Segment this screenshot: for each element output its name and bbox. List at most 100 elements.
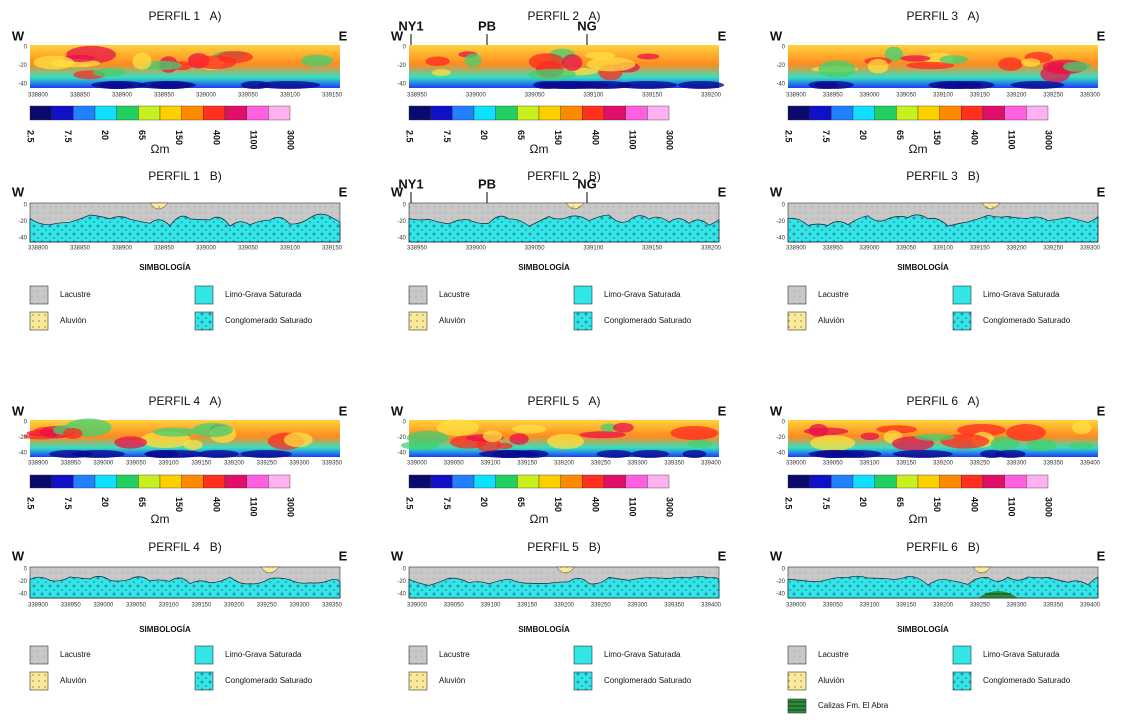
legend-swatch [952,671,972,691]
scale-label: 150 [553,130,563,145]
scale-swatch [495,474,518,489]
resistivity-anomaly [91,81,146,89]
x-tick-label: 338950 [154,93,175,99]
legend-label: Lacustre [60,290,91,299]
scale-swatch [224,105,247,121]
x-tick-label: 339100 [859,603,880,609]
x-tick-label: 338800 [28,93,49,99]
aluvion-lens [972,566,992,574]
east-label: E [339,548,348,563]
west-label: W [770,184,783,199]
x-tick-label: 339100 [159,603,180,609]
scale-label: 20 [100,497,110,507]
resistivity-anomaly [957,423,1006,437]
legend-swatch [194,645,214,665]
x-tick-label: 339250 [257,461,278,467]
x-tick-label: 338950 [407,93,428,99]
east-label: E [339,28,348,43]
x-tick-label: 339000 [859,246,880,252]
scale-swatch [29,105,52,121]
resistivity-anomaly [900,55,931,62]
legend-swatch [787,285,807,305]
legend-swatch [573,671,593,691]
section-title: PERFIL 4 A) [149,394,222,408]
x-tick-label: 339400 [701,603,722,609]
west-label: W [391,403,404,418]
scale-label: 400 [211,130,221,145]
resistivity-anomaly [149,81,192,89]
y-tick-label: 0 [782,203,786,209]
scale-swatch [647,474,670,489]
legend-label: Lacustre [439,650,470,659]
resistivity-anomaly [1021,58,1041,67]
east-label: E [718,184,727,199]
resistivity-anomaly [682,450,707,458]
scale-unit: Ωm [909,512,928,526]
legend-swatch [952,311,972,331]
scale-swatch [603,105,626,121]
scale-swatch [1026,474,1049,489]
scale-swatch [939,474,962,489]
scale-unit: Ωm [151,512,170,526]
legend-swatch [194,671,214,691]
saturated-layer [408,214,720,243]
x-tick-label: 338900 [28,461,49,467]
scale-label: 3000 [665,497,675,517]
scale-swatch [94,474,117,489]
y-tick-label: 0 [782,45,786,51]
x-tick-label: 339250 [1043,93,1064,99]
scale-label: 2.5 [26,497,36,510]
scale-label: 1100 [1006,130,1016,150]
scale-label: 3000 [286,497,296,517]
resistivity-anomaly [979,450,1005,458]
scale-swatch [203,474,226,489]
x-tick-label: 339150 [896,603,917,609]
resistivity-anomaly [240,450,293,458]
x-tick-label: 339250 [1043,246,1064,252]
x-tick-label: 339300 [1080,246,1101,252]
scale-swatch [560,474,583,489]
scale-swatch [246,474,269,489]
legend-label: Aluvión [439,316,465,325]
resistivity-anomaly [132,52,152,70]
aluvion-lens [556,566,576,574]
x-tick-label: 338850 [70,246,91,252]
legend-swatch [29,285,49,305]
resistivity-anomaly [670,426,719,441]
x-tick-label: 339000 [93,603,114,609]
x-tick-label: 339050 [238,93,259,99]
scale-label: 20 [479,130,489,140]
resistivity-anomaly [283,432,313,448]
x-tick-label: 339250 [257,603,278,609]
scale-swatch [787,474,810,489]
section-title: PERFIL 3 A) [907,9,980,23]
x-tick-label: 339000 [196,246,217,252]
scale-unit: Ωm [151,142,170,156]
resistivity-anomaly [637,53,660,60]
x-tick-label: 339200 [554,603,575,609]
y-tick-label: 0 [403,203,407,209]
scale-swatch [625,105,648,121]
scale-swatch [982,474,1005,489]
resistivity-anomaly [995,450,1026,458]
x-tick-label: 339200 [1006,246,1027,252]
scale-label: 400 [590,497,600,512]
y-tick-label: -40 [18,236,27,242]
legend-label: Lacustre [818,290,849,299]
x-tick-label: 338950 [61,603,82,609]
section-title: PERFIL 5 A) [528,394,601,408]
scale-swatch [452,474,475,489]
x-tick-label: 339350 [664,461,685,467]
scale-swatch [852,474,875,489]
legend-swatch [952,645,972,665]
west-label: W [391,548,404,563]
scale-swatch [159,105,182,121]
resistivity-anomaly [892,450,953,458]
x-tick-label: 339050 [896,93,917,99]
saturated-layer [29,213,341,243]
east-label: E [339,184,348,199]
x-tick-label: 339400 [1080,461,1101,467]
scale-swatch [831,474,854,489]
scale-label: 3000 [286,130,296,150]
y-tick-label: -40 [397,451,406,457]
